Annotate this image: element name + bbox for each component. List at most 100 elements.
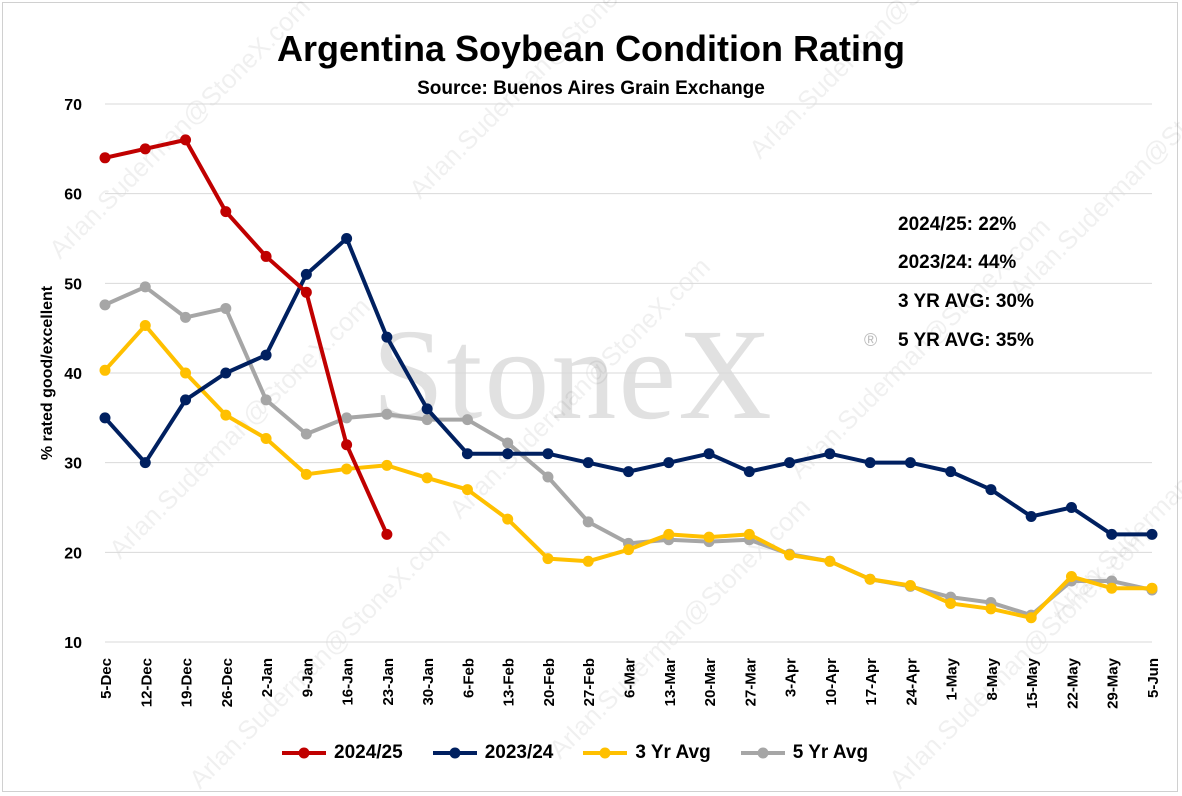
x-tick-1-May: 1-May [944,657,961,700]
chart-subtitle: Source: Buenos Aires Grain Exchange [417,78,765,99]
point-3-yr-avg-5-Jun [1146,582,1158,594]
point-2023-24-29-May [1106,528,1118,540]
point-3-yr-avg-20-Feb [542,553,554,565]
point-2023-24-5-Dec [99,412,111,424]
point-2024-25-9-Jan [300,286,312,298]
legend-label-2023-24: 2023/24 [484,742,554,763]
point-5-yr-avg-13-Feb [502,437,514,449]
point-3-yr-avg-24-Apr [904,580,916,592]
point-2024-25-19-Dec [180,134,192,146]
x-tick-23-Jan: 23-Jan [380,658,397,706]
y-tick-20: 20 [64,545,82,562]
point-5-yr-avg-19-Dec [180,311,192,323]
point-2023-24-19-Dec [180,394,192,406]
repeat-watermark-layer: Arlan.Suderman@StoneX.com Arlan.Suderman@… [43,0,1182,794]
legend: 2024/25 2023/24 3 Yr Avg 5 Yr Avg [280,742,868,764]
point-5-yr-avg-6-Feb [461,414,473,426]
point-2023-24-22-May [1065,502,1077,513]
annotation-3yr-avg: 3 YR AVG: 30% [898,291,1034,312]
legend-label-3-yr-avg: 3 Yr Avg [635,742,711,763]
x-tick-29-May: 29-May [1105,657,1122,709]
annotation-2023-24: 2023/24: 44% [898,252,1017,273]
x-tick-10-Apr: 10-Apr [823,658,840,706]
point-3-yr-avg-20-Mar [703,531,715,543]
point-5-yr-avg-27-Feb [582,516,594,528]
point-3-yr-avg-10-Apr [824,555,836,567]
point-3-yr-avg-16-Jan [341,463,353,475]
point-2023-24-6-Feb [461,448,473,460]
point-2024-25-16-Jan [341,439,353,451]
point-2023-24-3-Apr [784,457,796,469]
y-tick-70: 70 [64,97,82,114]
chart-title: Argentina Soybean Condition Rating [277,28,905,69]
y-axis-label: % rated good/excellent [39,285,56,460]
point-5-yr-avg-30-Jan [421,414,433,426]
point-2023-24-27-Mar [743,466,755,478]
x-tick-3-Apr: 3-Apr [783,658,800,697]
point-2023-24-20-Feb [542,448,554,460]
x-tick-27-Mar: 27-Mar [742,658,759,707]
y-tick-40: 40 [64,366,82,383]
point-3-yr-avg-12-Dec [139,319,151,331]
x-tick-19-Dec: 19-Dec [179,658,196,707]
point-3-yr-avg-17-Apr [864,573,876,585]
point-3-yr-avg-6-Feb [461,484,473,496]
point-3-yr-avg-9-Jan [300,468,312,480]
legend-item-5-yr-avg: 5 Yr Avg [739,742,868,764]
x-tick-27-Feb: 27-Feb [581,658,598,706]
y-tick-60: 60 [64,187,82,204]
legend-swatch-3-yr-avg [583,747,628,759]
point-2023-24-24-Apr [904,457,916,469]
point-3-yr-avg-19-Dec [180,367,192,379]
point-2023-24-30-Jan [421,403,433,415]
point-2023-24-12-Dec [139,457,151,469]
point-5-yr-avg-23-Jan [381,408,393,420]
x-tick-12-Dec: 12-Dec [138,658,155,707]
point-3-yr-avg-3-Apr [784,549,796,561]
legend-item-3-yr-avg: 3 Yr Avg [581,742,711,764]
point-2023-24-27-Feb [582,457,594,469]
point-3-yr-avg-22-May [1065,571,1077,583]
point-5-yr-avg-9-Jan [300,428,312,440]
x-tick-15-May: 15-May [1024,657,1041,709]
x-tick-6-Mar: 6-Mar [622,658,639,698]
legend-item-2023-24: 2023/24 [431,742,554,764]
point-2024-25-5-Dec [99,152,111,164]
y-tick-50: 50 [64,276,82,293]
point-3-yr-avg-27-Feb [582,555,594,567]
legend-item-2024-25: 2024/25 [280,742,403,764]
point-3-yr-avg-30-Jan [421,472,433,484]
x-tick-5-Dec: 5-Dec [98,658,115,699]
point-2023-24-13-Feb [502,448,514,460]
point-2023-24-10-Apr [824,448,836,460]
y-tick-labels: 10 20 30 40 50 60 70 [64,97,82,652]
point-2024-25-26-Dec [220,206,232,218]
repeat-watermark-4: Arlan.Suderman@StoneX.com [103,291,376,564]
point-2023-24-23-Jan [381,331,393,343]
series-3-yr-avg [99,319,1158,624]
legend-swatch-2023-24 [432,747,477,759]
point-2023-24-17-Apr [864,457,876,469]
point-3-yr-avg-5-Dec [99,364,111,376]
legend-swatch-2024-25 [282,747,326,759]
repeat-watermark-2: Arlan.Suderman@StoneX.com [743,0,1016,164]
repeat-watermark-5: Arlan.Suderman@StoneX.com [443,251,716,524]
point-2023-24-5-Jun [1146,528,1158,540]
point-3-yr-avg-8-May [985,603,997,615]
point-5-yr-avg-12-Dec [139,281,151,293]
x-tick-20-Mar: 20-Mar [702,658,719,707]
repeat-watermark-3: Arlan.Suderman@StoneX.com [1003,31,1182,304]
point-5-yr-avg-16-Jan [341,412,353,424]
point-3-yr-avg-13-Mar [663,528,675,540]
point-2023-24-8-May [985,484,997,496]
line-2024-25 [104,137,389,536]
x-tick-6-Feb: 6-Feb [460,658,477,698]
point-2023-24-16-Jan [341,233,353,244]
point-3-yr-avg-26-Dec [220,409,232,421]
point-3-yr-avg-6-Mar [623,544,634,556]
point-2023-24-9-Jan [300,268,312,280]
point-2024-25-2-Jan [260,250,272,262]
x-tick-9-Jan: 9-Jan [299,658,316,697]
x-tick-30-Jan: 30-Jan [420,658,437,706]
